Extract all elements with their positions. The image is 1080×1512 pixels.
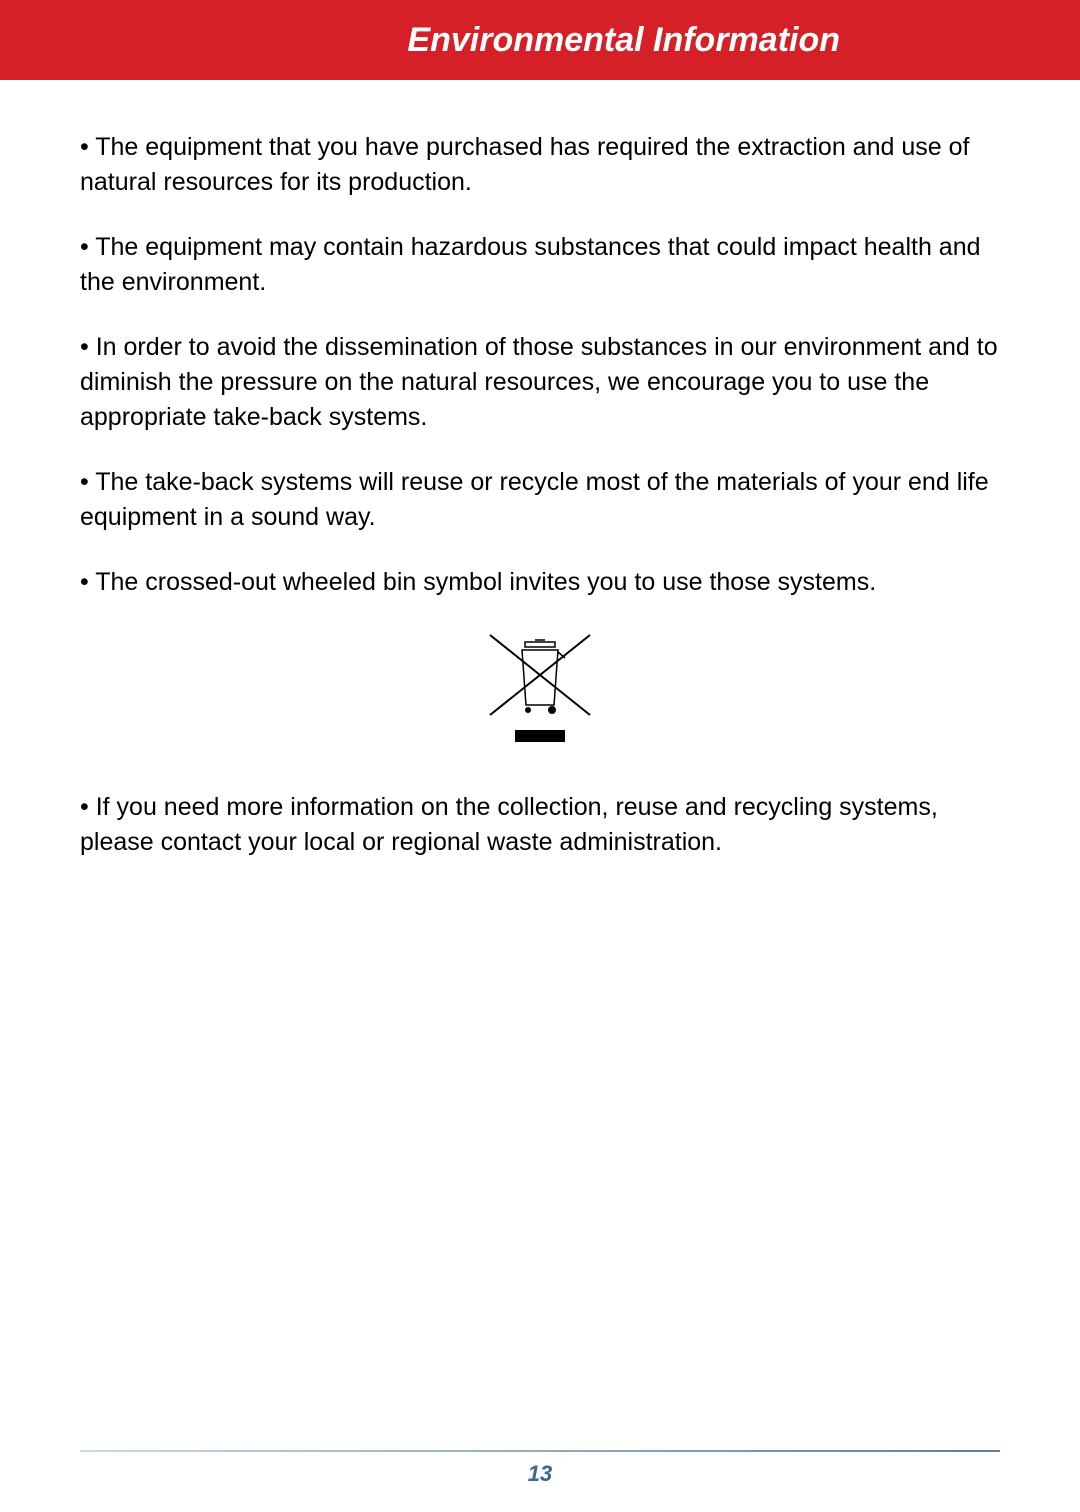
bullet-item: The crossed-out wheeled bin symbol invit… (80, 565, 1000, 600)
bullet-item: The equipment that you have purchased ha… (80, 130, 1000, 200)
footer-separator (80, 1450, 1000, 1452)
bullet-item: The equipment may contain hazardous subs… (80, 230, 1000, 300)
page-header: Environmental Information (0, 0, 1080, 80)
bullet-item: If you need more information on the coll… (80, 790, 1000, 860)
content-area: The equipment that you have purchased ha… (0, 80, 1080, 860)
bullet-item: In order to avoid the dissemination of t… (80, 330, 1000, 435)
weee-bin-icon (80, 630, 1000, 760)
bullet-item: The take-back systems will reuse or recy… (80, 465, 1000, 535)
page-title: Environmental Information (407, 21, 840, 60)
page-number: 13 (0, 1461, 1080, 1487)
